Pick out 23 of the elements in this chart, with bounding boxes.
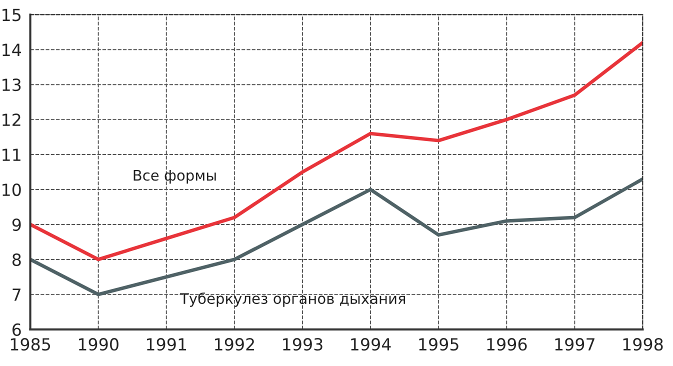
line-series — [30, 40, 643, 262]
y-tick-label: 9 — [12, 218, 21, 232]
x-tick-label: 1994 — [351, 338, 391, 351]
y-tick-label: 15 — [2, 8, 20, 22]
x-tick-label: 1985 — [10, 338, 50, 351]
x-tick-label: 1996 — [487, 338, 527, 351]
y-tick-label: 14 — [2, 44, 22, 56]
y-tick-label: 6 — [12, 323, 21, 336]
x-tick-label: 1990 — [78, 338, 118, 351]
x-tick-label: 1995 — [419, 338, 458, 351]
x-tick-label: 1998 — [623, 338, 663, 351]
y-tick-label: 10 — [2, 183, 21, 196]
x-tick-label: 1993 — [283, 338, 322, 351]
y-tick-label: 11 — [2, 148, 20, 161]
y-tick-label: 13 — [2, 78, 21, 92]
x-tick-label: 1997 — [555, 338, 594, 351]
y-tick-label: 12 — [2, 114, 20, 126]
y-tick-label: 8 — [12, 253, 21, 266]
x-tick-label: 1992 — [215, 338, 254, 351]
y-tick-label: 7 — [12, 288, 21, 301]
x-tick-label: 1991 — [147, 338, 186, 351]
series-label: Туберкулез органов дыхания — [180, 292, 406, 307]
text: Все формы — [134, 170, 216, 184]
